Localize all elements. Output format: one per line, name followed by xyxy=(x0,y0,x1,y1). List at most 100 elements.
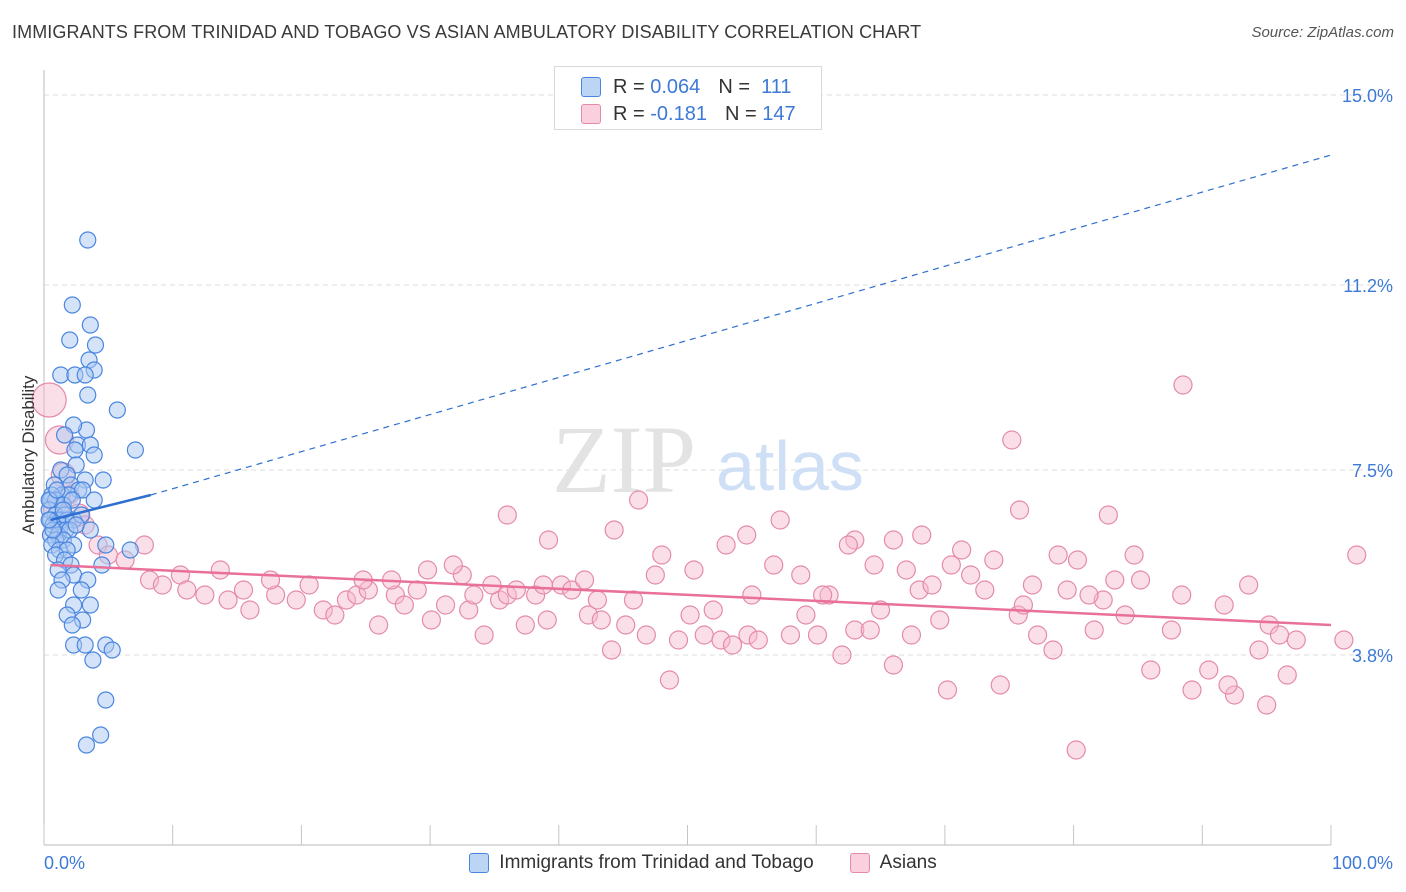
trinidad-point xyxy=(81,596,99,614)
asians-point xyxy=(941,555,961,575)
asians-point xyxy=(1224,685,1245,705)
chart-title: IMMIGRANTS FROM TRINIDAD AND TOBAGO VS A… xyxy=(12,22,922,42)
asians-point xyxy=(1009,500,1030,520)
trinidad-point xyxy=(126,441,144,459)
asians-point xyxy=(896,560,916,580)
trinidad-point xyxy=(49,581,67,599)
asians-point xyxy=(930,610,950,630)
trinidad-point xyxy=(86,336,105,354)
asians-point xyxy=(459,600,479,620)
grid-lines xyxy=(44,94,1392,656)
stats-r-value-blue: 0.064 xyxy=(650,75,701,98)
trinidad-point xyxy=(76,636,94,654)
asians-point xyxy=(31,382,67,418)
asians-point xyxy=(1022,575,1043,595)
asians-point xyxy=(668,630,689,650)
asians-point xyxy=(832,645,852,665)
asians-point xyxy=(1141,660,1161,680)
asians-point xyxy=(299,575,319,595)
asians-point xyxy=(845,620,865,640)
trinidad-trend-extension xyxy=(150,154,1332,496)
trinidad-point xyxy=(108,401,126,419)
asians-point xyxy=(937,680,958,700)
asians-point xyxy=(515,615,535,635)
asians-point xyxy=(1286,630,1306,650)
asians-point xyxy=(266,585,286,605)
stats-swatch-blue xyxy=(581,77,601,97)
legend-swatch-pink xyxy=(849,853,870,873)
asians-point xyxy=(780,625,801,645)
trinidad-point xyxy=(92,726,110,744)
asians-point xyxy=(1182,680,1202,700)
asians-point xyxy=(716,535,736,555)
legend-label-asians: Asians xyxy=(879,852,937,873)
asians-point xyxy=(722,635,743,655)
trinidad-point xyxy=(48,481,66,499)
asians-point xyxy=(240,600,260,620)
trinidad-point xyxy=(93,556,111,574)
asians-point xyxy=(1257,695,1277,715)
trinidad-point xyxy=(94,471,112,489)
tick-labels: 3.8% 7.5% 11.2% 15.0% 0.0% 100.0% xyxy=(44,86,1393,873)
asians-point xyxy=(1130,570,1151,590)
asians-point xyxy=(233,580,254,600)
asians-point xyxy=(922,575,942,595)
asians-point xyxy=(1161,620,1182,640)
trinidad-points xyxy=(40,231,144,754)
asians-point xyxy=(538,530,559,550)
trinidad-point xyxy=(97,536,115,554)
asians-point xyxy=(813,585,833,605)
asians-point xyxy=(369,615,389,635)
trinidad-point xyxy=(67,516,85,534)
trinidad-point xyxy=(74,481,92,499)
asians-point xyxy=(152,575,173,595)
asians-point xyxy=(421,610,441,630)
asians-point xyxy=(1093,590,1113,610)
trinidad-point xyxy=(84,651,102,669)
asians-point xyxy=(497,505,517,525)
stats-n-value-pink: 147 xyxy=(762,102,796,125)
asians-point xyxy=(1105,570,1125,590)
trinidad-point xyxy=(85,446,103,464)
asians-point xyxy=(1079,585,1099,605)
asians-point xyxy=(909,580,929,600)
asians-point xyxy=(659,670,680,690)
asians-point xyxy=(737,525,757,545)
asians-point xyxy=(791,565,811,585)
watermark-zip: ZIP xyxy=(552,406,696,513)
asians-point xyxy=(526,585,546,605)
asians-point xyxy=(601,640,622,660)
asians-point xyxy=(952,540,972,560)
legend-label-trinidad: Immigrants from Trinidad and Tobago xyxy=(499,852,814,873)
asians-point xyxy=(537,610,557,630)
asians-point xyxy=(860,620,880,640)
asians-point xyxy=(464,585,484,605)
asians-point xyxy=(1002,430,1022,450)
asians-point xyxy=(1277,665,1297,685)
asians-point xyxy=(1048,545,1068,565)
stats-legend: R = 0.064 N = 111 R = -0.181 N = 147 xyxy=(554,66,822,130)
stats-swatch-pink xyxy=(581,104,601,124)
asians-point xyxy=(838,535,858,555)
asians-point xyxy=(210,560,230,580)
legend-swatch-blue xyxy=(469,853,490,873)
asians-point xyxy=(1347,545,1367,565)
asians-point xyxy=(883,655,904,675)
asians-point xyxy=(336,590,357,610)
trinidad-point xyxy=(81,316,99,334)
legend-item-trinidad[interactable]: Immigrants from Trinidad and Tobago xyxy=(469,852,814,874)
asians-point xyxy=(506,580,526,600)
source-note: Source: ZipAtlas.com xyxy=(1251,24,1394,41)
asians-point xyxy=(652,545,672,565)
asians-trend-line xyxy=(50,563,1332,627)
asians-point xyxy=(177,580,197,600)
asians-point xyxy=(845,530,865,550)
asians-point xyxy=(195,585,215,605)
asians-point xyxy=(680,605,700,625)
stats-r-label-blue: R = xyxy=(613,75,645,98)
asians-point xyxy=(748,630,768,650)
asians-point xyxy=(770,510,790,530)
asians-point xyxy=(1172,585,1192,605)
asians-point xyxy=(218,590,238,610)
legend-item-asians[interactable]: Asians xyxy=(849,852,937,874)
